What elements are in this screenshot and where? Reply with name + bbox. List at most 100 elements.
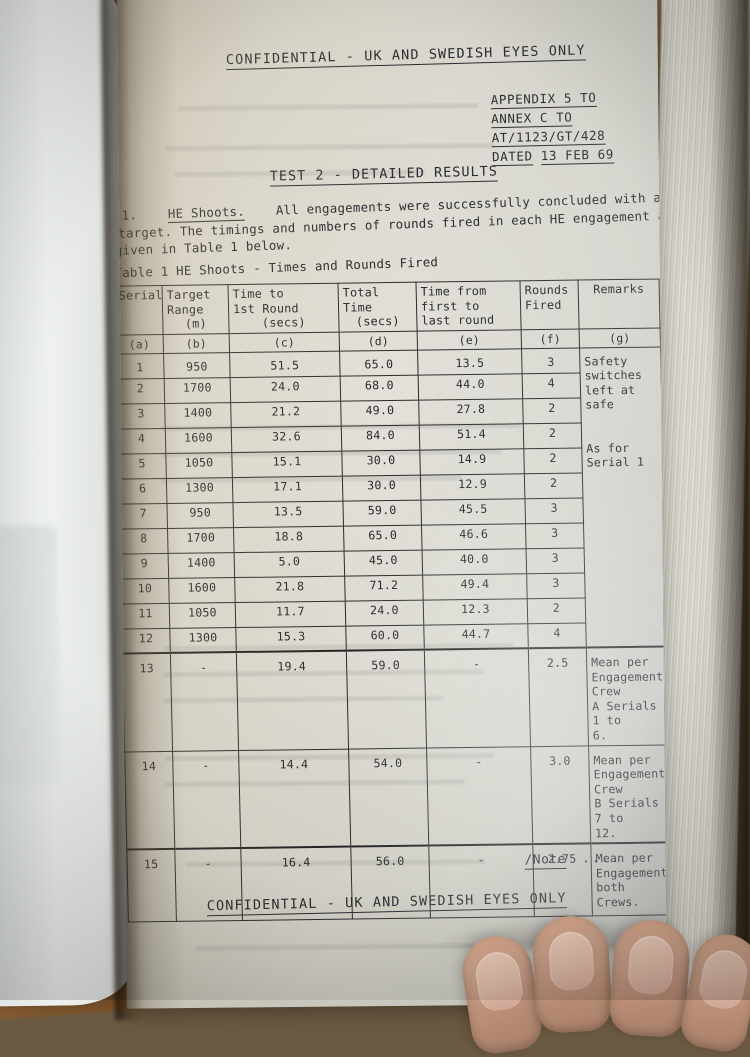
cell-total_time: 49.0 [340,399,420,426]
annex-line: ANNEX C TO [490,109,573,129]
table-header-total_time: Total Time (secs) [337,282,418,332]
cell-rounds: 3 [521,347,581,374]
cell-first_round: 15.1 [231,450,343,478]
remark-serial-4: As for Serial 1 [586,440,645,470]
cell-range: 1400 [168,552,235,578]
cell-total_time: 24.0 [345,599,424,626]
column-letter-span: (e) [417,329,522,350]
cell-span: 51.4 [419,423,524,450]
cell-rounds: 3 [526,547,585,574]
cell-span: 44.7 [423,623,529,650]
cell-total_time: 54.0 [348,747,429,847]
cell-first_round: 18.8 [233,525,345,553]
cell-range: 950 [166,502,234,528]
dated-label: DATED [491,148,533,167]
cell-first_round: 51.5 [229,350,341,378]
cell-first_round: 14.4 [238,748,351,849]
cell-remarks-block: Safety switches left at safe As for Serial… [579,346,667,648]
cell-first_round: 19.4 [236,650,349,751]
fingernail [696,946,750,1012]
cell-span: 14.9 [419,448,525,475]
column-letter-rounds: (f) [521,328,580,349]
results-table-wrapper: Serial Target Range (m) Time to 1st Round (sec… [117,279,667,923]
cell-first_round: 17.1 [232,475,343,503]
paragraph-he-shoots: 1. HE Shoots. All engagements were succe… [117,188,667,259]
cell-range: 1050 [165,452,233,478]
cell-rounds: 3.0 [530,745,591,845]
cell-total_time: 30.0 [341,449,421,476]
appendix-line: APPENDIX 5 TO [490,89,597,110]
cell-first_round: 32.6 [231,425,342,453]
cell-span: 12.3 [423,598,528,625]
cell-rounds: 4 [522,372,581,399]
cell-first_round: 15.3 [235,625,347,653]
table-header-range: Target Range (m) [161,284,230,334]
cell-total_time: 84.0 [341,424,420,451]
column-letter-total_time: (d) [339,330,418,351]
document-page: CONFIDENTIAL - UK AND SWEDISH EYES ONLY … [117,0,667,1009]
cell-remarks: Mean per Engagement Crew A Serials 1 to 6. [586,646,667,746]
table-header-row: Serial Target Range (m) Time to 1st Round (sec… [117,279,661,335]
cell-total_time: 30.0 [342,474,421,501]
reference-block: APPENDIX 5 TO ANNEX C TO AT/1123/GT/428 … [490,89,615,168]
cell-range: 1300 [166,477,233,503]
table-body: 1 950 51.5 65.0 13.5 3 Safety switches left at … [117,346,667,922]
table-caption: Table 1 HE Shoots - Times and Rounds Fir… [117,254,439,281]
remark-serial-1: Safety switches left at safe [584,353,643,412]
cell-total_time: 59.0 [346,649,427,749]
cell-span: 46.6 [421,523,527,550]
cell-first_round: 21.8 [234,575,346,603]
classification-banner-top: CONFIDENTIAL - UK AND SWEDISH EYES ONLY [225,42,586,71]
dated-value: 13 FEB 69 [540,146,615,166]
paragraph-heading: HE Shoots. [167,203,246,223]
cell-total_time: 59.0 [342,499,422,526]
cell-first_round: 5.0 [234,550,345,578]
cell-range: 1050 [169,602,236,628]
note-label: /Note [524,851,567,870]
cell-range: 1400 [164,402,232,428]
cell-first_round: 21.2 [230,400,342,428]
cell-first_round: 11.7 [235,600,346,628]
cell-rounds: 2 [524,472,583,499]
cell-total_time: 71.2 [344,574,424,601]
fingernail [626,934,675,996]
cell-span: 40.0 [422,548,527,575]
cell-range: 1600 [168,577,236,603]
cell-range: - [172,750,241,849]
hand-holding-book [412,896,750,1057]
cell-range: 1300 [169,627,237,653]
column-letter-remarks: (g) [579,327,661,348]
right-edge-shadow [710,0,750,1010]
cell-total_time: 65.0 [339,349,419,376]
cell-span: 27.8 [418,398,524,425]
table-head: Serial Target Range (m) Time to 1st Round (sec… [117,279,661,354]
table-summary-row: 13-19.4 59.0-2.5 Mean per Engagement Crew A … [122,646,667,752]
table-header-remarks: Remarks [577,279,661,329]
table-header-rounds: Rounds Fired [519,280,580,330]
file-reference-line: AT/1123/GT/428 [491,127,606,148]
cell-range: 1700 [164,377,231,403]
column-letter-first_round: (c) [229,331,340,353]
table-header-first_round: Time to 1st Round (secs) [227,283,340,334]
cell-span: - [424,648,531,748]
cell-rounds: 4 [527,622,587,649]
note-reference: /Note.... [524,850,622,870]
cell-span: 45.5 [420,498,526,525]
cell-first_round: 24.0 [230,375,341,403]
cell-span: - [426,746,533,846]
finger [531,914,613,1034]
table-header-span: Time from first to last round [415,280,522,331]
cell-remarks: Mean per Engagement Crew B Serials 7 to 12. [588,744,667,844]
results-table: Serial Target Range (m) Time to 1st Round (sec… [117,278,667,922]
cell-rounds: 2 [522,397,582,424]
cell-span: 13.5 [417,348,523,375]
column-letter-range: (b) [163,333,230,353]
fingernail [472,949,526,1014]
cell-total_time: 65.0 [343,524,423,551]
cell-rounds: 3 [526,572,586,599]
note-dots: .... [581,850,622,867]
cell-rounds: 3 [525,522,585,549]
cell-total_time: 45.0 [344,549,423,576]
cell-rounds: 2.5 [528,647,589,747]
